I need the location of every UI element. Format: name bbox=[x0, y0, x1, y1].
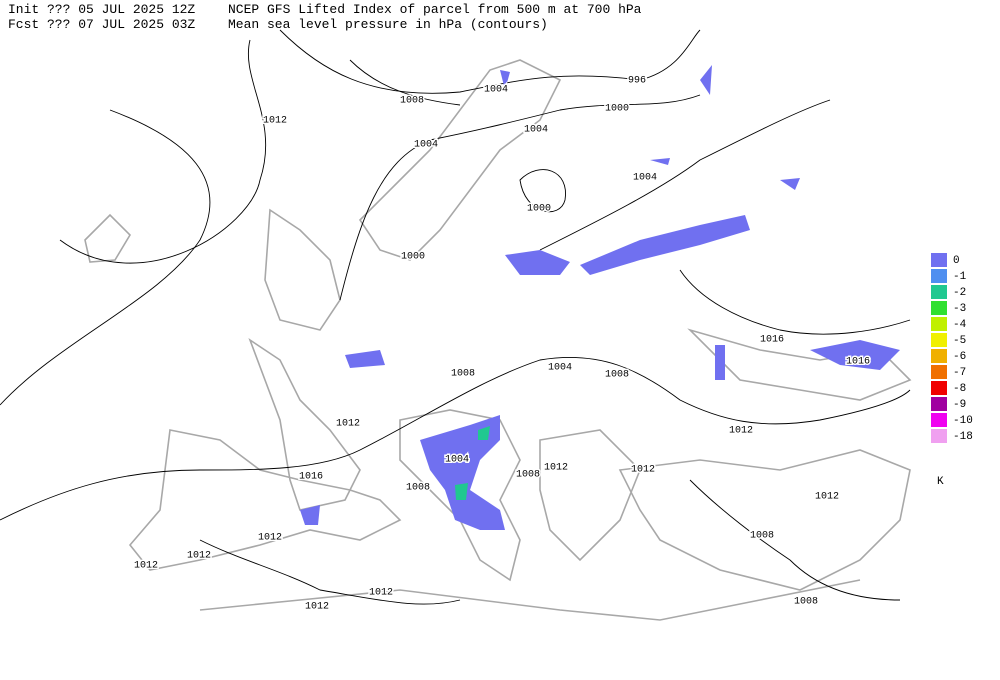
legend-swatch bbox=[931, 333, 947, 347]
legend-swatch bbox=[931, 253, 947, 267]
legend-label: -4 bbox=[953, 319, 967, 331]
legend-label: 0 bbox=[953, 255, 960, 267]
legend-swatch bbox=[931, 413, 947, 427]
isobar bbox=[519, 169, 566, 213]
contour-label: 1008 bbox=[516, 470, 540, 481]
isobar bbox=[59, 39, 267, 264]
legend-unit: K bbox=[937, 476, 944, 488]
western-coast bbox=[84, 208, 402, 571]
contour-label: 1000 bbox=[401, 252, 425, 263]
contour-label: 1012 bbox=[134, 561, 158, 572]
map-subtitle: Mean sea level pressure in hPa (contours… bbox=[228, 17, 548, 32]
contour-label: 1008 bbox=[750, 531, 774, 542]
contour-label: 996 bbox=[628, 76, 646, 87]
contour-label: 1012 bbox=[369, 588, 393, 599]
contour-label: 1008 bbox=[605, 370, 629, 381]
legend-swatch bbox=[931, 349, 947, 363]
legend-label: -6 bbox=[953, 351, 966, 363]
contour-label: 1012 bbox=[305, 602, 329, 613]
isobar bbox=[0, 356, 911, 521]
legend-label: -5 bbox=[953, 335, 966, 347]
contour-label: 1000 bbox=[527, 204, 551, 215]
lifted-index-core bbox=[455, 426, 490, 500]
map-title: NCEP GFS Lifted Index of parcel from 500… bbox=[228, 2, 642, 17]
contour-label: 1012 bbox=[631, 465, 655, 476]
contour-label: 1004 bbox=[414, 140, 438, 151]
legend-label: -18 bbox=[953, 431, 973, 443]
legend-label: -9 bbox=[953, 399, 966, 411]
contour-label: 1004 bbox=[445, 455, 469, 466]
legend-swatch bbox=[931, 269, 947, 283]
eastern-coast bbox=[199, 59, 912, 621]
contour-label: 1016 bbox=[760, 335, 784, 346]
contour-label: 1004 bbox=[548, 363, 572, 374]
legend-swatch bbox=[931, 365, 947, 379]
isobar bbox=[679, 269, 911, 335]
legend-swatch bbox=[931, 397, 947, 411]
contour-label: 1008 bbox=[400, 96, 424, 107]
contour-labels: 996 1004 1008 1012 1000 1004 1004 1004 1000 1000 1… bbox=[132, 74, 871, 614]
legend-label: -7 bbox=[953, 367, 966, 379]
isobar bbox=[279, 29, 701, 94]
coastlines bbox=[84, 59, 912, 621]
legend-swatch bbox=[931, 429, 947, 443]
contour-label: 1016 bbox=[299, 472, 323, 483]
contour-label: 1004 bbox=[524, 125, 548, 136]
contour-label: 1008 bbox=[794, 597, 818, 608]
contour-label: 1004 bbox=[484, 85, 508, 96]
contour-label: 1008 bbox=[451, 369, 475, 380]
legend: K 0 -1 -2 -3 -4 -5 -6 -7 -8 -9 -10 -18 bbox=[931, 253, 973, 488]
instability-areas bbox=[300, 65, 900, 530]
isobar bbox=[349, 59, 461, 106]
isobar bbox=[199, 539, 461, 605]
init-time: Init ??? 05 JUL 2025 12Z bbox=[8, 2, 195, 17]
legend-label: -10 bbox=[953, 415, 973, 427]
contour-label: 1012 bbox=[544, 463, 568, 474]
contour-label: 1012 bbox=[815, 492, 839, 503]
contour-label: 1012 bbox=[187, 551, 211, 562]
contour-label: 1012 bbox=[258, 533, 282, 544]
forecast-time: Fcst ??? 07 JUL 2025 03Z bbox=[8, 17, 195, 32]
contour-label: 1008 bbox=[406, 483, 430, 494]
contour-label: 1016 bbox=[846, 357, 870, 368]
isobars bbox=[0, 29, 911, 605]
contour-label: 1012 bbox=[336, 419, 360, 430]
isobar bbox=[539, 99, 831, 251]
contour-label: 1000 bbox=[605, 104, 629, 115]
legend-label: -8 bbox=[953, 383, 966, 395]
isobar bbox=[339, 94, 701, 301]
contour-label: 1004 bbox=[633, 173, 657, 184]
legend-swatch bbox=[931, 301, 947, 315]
isobar bbox=[689, 479, 901, 601]
legend-label: -1 bbox=[953, 271, 967, 283]
contour-label: 1012 bbox=[729, 426, 753, 437]
legend-swatch bbox=[931, 285, 947, 299]
isobar bbox=[0, 109, 211, 406]
legend-swatch bbox=[931, 381, 947, 395]
legend-swatch bbox=[931, 317, 947, 331]
legend-label: -3 bbox=[953, 303, 966, 315]
contour-label: 1012 bbox=[263, 116, 287, 127]
legend-label: -2 bbox=[953, 287, 966, 299]
